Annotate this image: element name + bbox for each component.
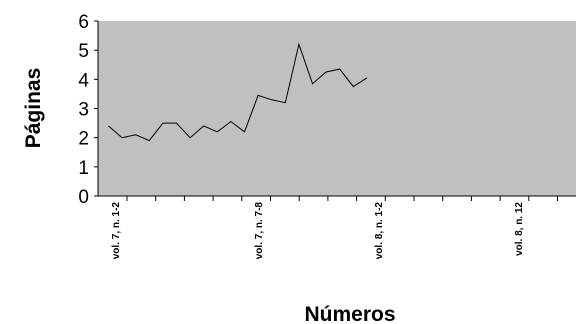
x-category-label: vol. 7, n. 7-8 <box>254 202 265 260</box>
y-axis-ticks: 0 1 2 3 4 5 6 <box>78 12 98 208</box>
x-axis-title: Números <box>304 303 395 324</box>
y-tick-label: 4 <box>78 70 89 91</box>
x-axis-ticks <box>126 196 558 201</box>
y-axis-title: Páginas <box>22 68 45 149</box>
x-category-labels: vol. 7, n. 1-2 vol. 7, n. 7-8 vol. 8, n. 1… <box>111 202 525 260</box>
y-tick-label: 3 <box>78 100 89 121</box>
y-tick-label: 2 <box>78 129 89 150</box>
x-category-label: vol. 8, n. 12 <box>514 202 525 256</box>
y-tick-label: 5 <box>78 41 89 62</box>
y-tick-label: 0 <box>78 187 89 208</box>
series-line <box>108 42 368 142</box>
x-category-label: vol. 8, n. 1-2 <box>374 202 385 260</box>
y-tick-label: 6 <box>78 12 89 33</box>
x-category-label: vol. 7, n. 1-2 <box>111 202 122 260</box>
plot-area <box>98 21 576 196</box>
y-tick-label: 1 <box>78 158 89 179</box>
